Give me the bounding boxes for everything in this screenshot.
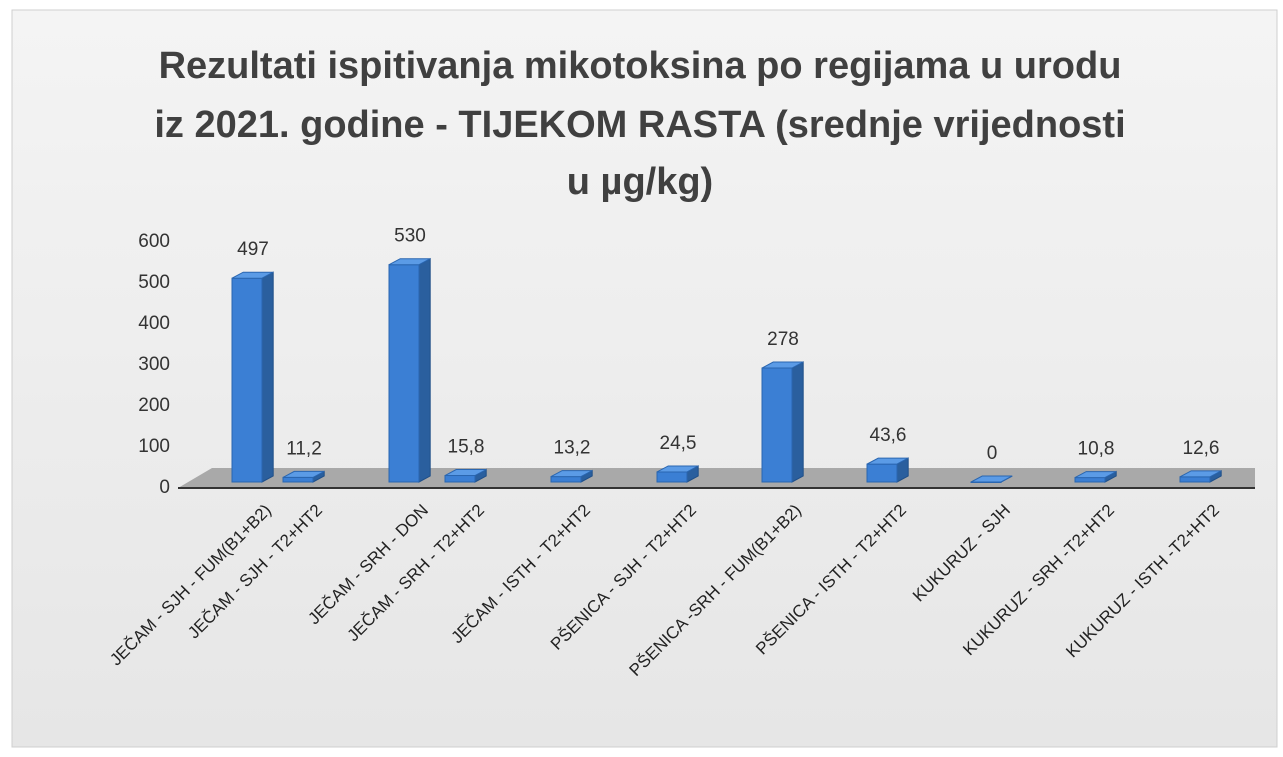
y-tick-label: 600 (138, 231, 170, 252)
bar-front (761, 367, 793, 483)
bar (550, 469, 593, 483)
bar-front (388, 264, 420, 483)
bar (656, 465, 699, 483)
bar (970, 475, 1013, 483)
y-tick-label: 200 (138, 395, 170, 416)
value-label: 12,6 (1183, 438, 1220, 459)
bar (1179, 469, 1222, 483)
bar (231, 271, 274, 483)
bar-front (231, 277, 263, 483)
value-label: 11,2 (286, 438, 322, 459)
bar (1074, 470, 1117, 483)
bar-front (444, 475, 476, 483)
value-label: 530 (394, 226, 426, 247)
bar-top (550, 470, 593, 478)
bar (761, 361, 804, 483)
bar (866, 457, 909, 483)
chart-area (11, 9, 1278, 748)
bar-top (388, 258, 431, 266)
value-label: 10,8 (1078, 439, 1115, 460)
value-label: 24,5 (660, 433, 697, 454)
bar-side (791, 361, 804, 483)
bar-front (656, 471, 688, 483)
chart-title: Rezultati ispitivanja mikotoksina po reg… (159, 45, 1122, 87)
bar-front (282, 476, 314, 483)
bar-side (418, 257, 431, 483)
value-label: 13,2 (554, 438, 591, 459)
bar (444, 468, 487, 483)
bar-top (866, 457, 909, 465)
chart-title: u µg/kg) (567, 161, 713, 203)
bar-top (1179, 470, 1222, 478)
value-label: 0 (987, 443, 998, 464)
bar-front (1074, 477, 1106, 483)
bar-front (550, 476, 582, 483)
bar-side (261, 271, 274, 483)
bar-top (444, 469, 487, 477)
bar-front (866, 463, 898, 483)
value-label: 15,8 (448, 437, 485, 458)
y-tick-label: 100 (138, 436, 170, 457)
y-tick-label: 0 (159, 477, 170, 498)
bar-top (970, 475, 1013, 483)
bar (388, 257, 431, 483)
bar-top (761, 361, 804, 369)
value-label: 278 (767, 329, 799, 350)
chart-title: iz 2021. godine - TIJEKOM RASTA (srednje… (154, 104, 1125, 146)
bar-front (1179, 476, 1211, 483)
bar-top (1074, 471, 1117, 479)
bar-top (231, 271, 274, 279)
bar-top (656, 465, 699, 473)
bar-top (282, 470, 325, 478)
y-tick-label: 400 (138, 313, 170, 334)
bar (282, 470, 325, 483)
value-label: 497 (237, 239, 269, 260)
value-label: 43,6 (870, 425, 907, 446)
y-tick-label: 300 (138, 354, 170, 375)
y-tick-label: 500 (138, 272, 170, 293)
